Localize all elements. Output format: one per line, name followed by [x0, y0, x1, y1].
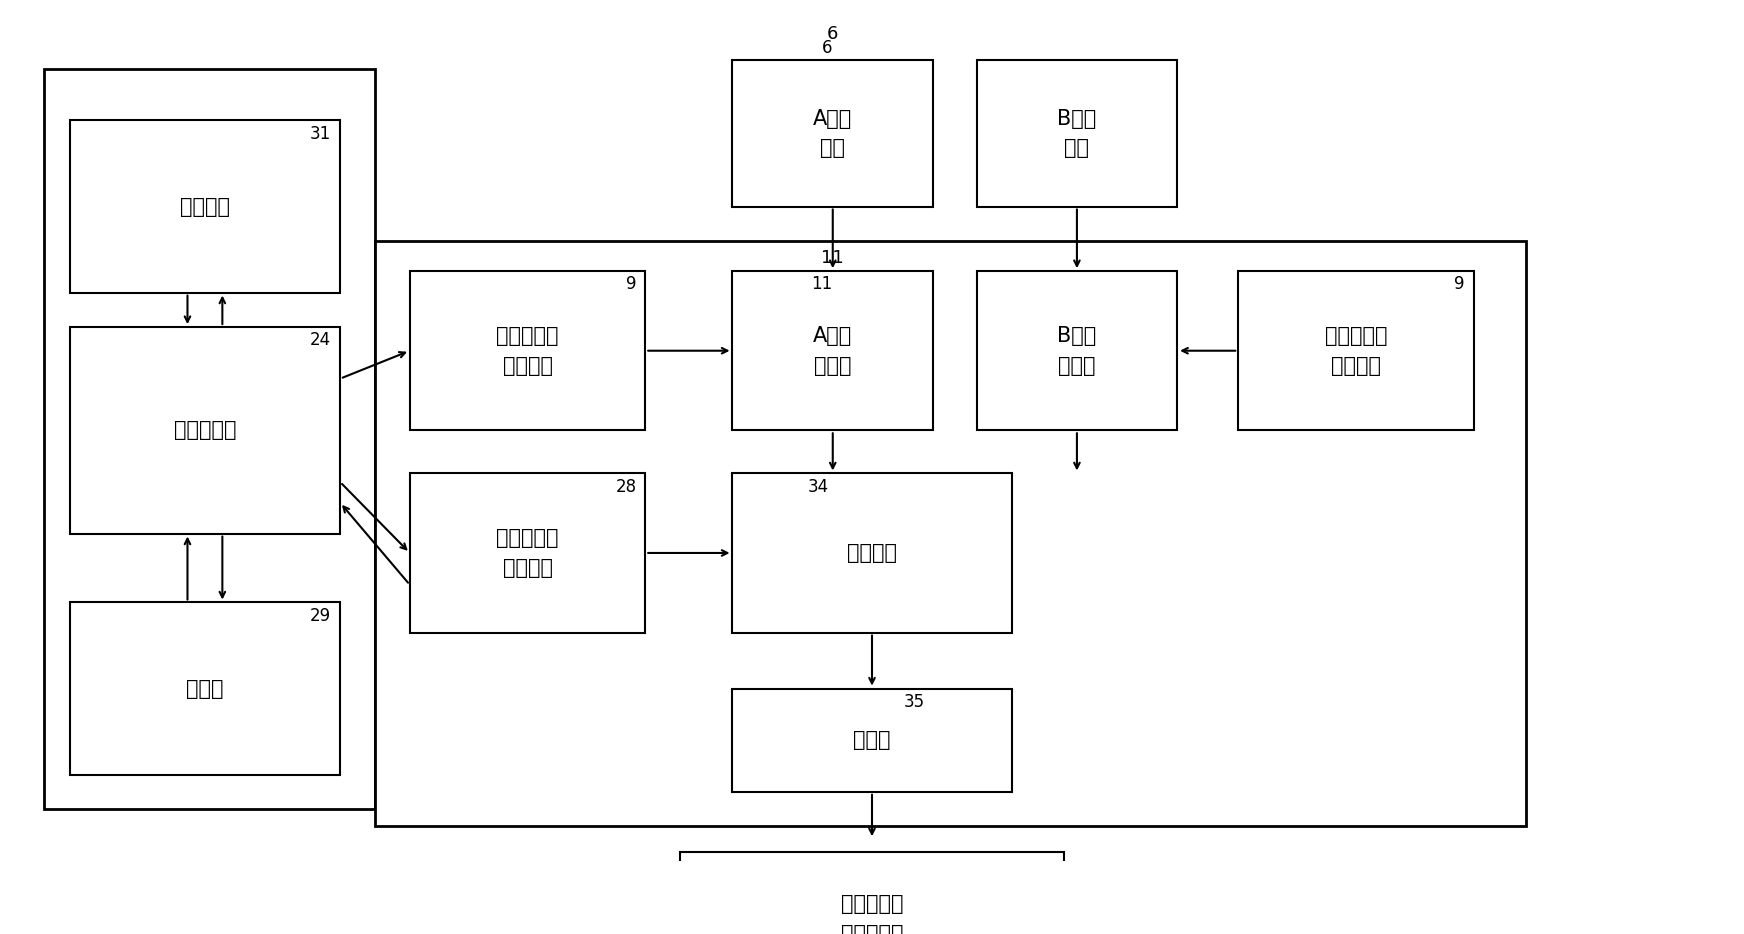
Text: 35: 35	[903, 693, 924, 711]
Text: B胶水
输送泵: B胶水 输送泵	[1057, 326, 1097, 375]
Bar	[375, 241, 1526, 827]
Bar	[732, 61, 933, 206]
Bar	[70, 602, 340, 774]
Bar	[977, 271, 1177, 431]
Text: 操作界面: 操作界面	[180, 196, 230, 217]
Text: 24: 24	[310, 332, 331, 349]
Text: 11: 11	[821, 248, 844, 267]
Text: A胶水
输送泵: A胶水 输送泵	[813, 326, 853, 375]
Bar	[732, 271, 933, 431]
Text: 34: 34	[807, 477, 828, 496]
Text: 机械手: 机械手	[187, 678, 223, 699]
Text: 步进电机或
伺服电机: 步进电机或 伺服电机	[497, 528, 558, 578]
Bar	[680, 852, 1064, 934]
Text: 11: 11	[811, 276, 834, 293]
Text: 6: 6	[827, 25, 839, 43]
Text: 31: 31	[310, 125, 331, 143]
Bar	[410, 271, 645, 431]
Text: 出胶装置: 出胶装置	[848, 543, 896, 563]
Bar	[1238, 271, 1474, 431]
Text: 按设定轨迹
和质量涂胶: 按设定轨迹 和质量涂胶	[841, 894, 903, 934]
Text: 步进电机或
伺服电机: 步进电机或 伺服电机	[497, 326, 558, 375]
Bar	[44, 69, 375, 809]
Text: 步进电机或
伺服电机: 步进电机或 伺服电机	[1325, 326, 1386, 375]
Text: 出胶头: 出胶头	[853, 730, 891, 750]
Text: A胶水
容器: A胶水 容器	[813, 108, 853, 158]
Bar	[70, 327, 340, 533]
Bar	[410, 474, 645, 632]
Text: 9: 9	[626, 276, 637, 293]
Text: 28: 28	[616, 477, 637, 496]
Bar	[732, 474, 1012, 632]
Bar	[732, 688, 1012, 792]
Bar	[977, 61, 1177, 206]
Text: 29: 29	[310, 607, 331, 625]
Text: 6: 6	[821, 38, 834, 57]
Text: 运动控制卡: 运动控制卡	[174, 420, 235, 440]
Text: B胶水
容器: B胶水 容器	[1057, 108, 1097, 158]
Text: 9: 9	[1454, 276, 1465, 293]
Bar	[70, 120, 340, 292]
